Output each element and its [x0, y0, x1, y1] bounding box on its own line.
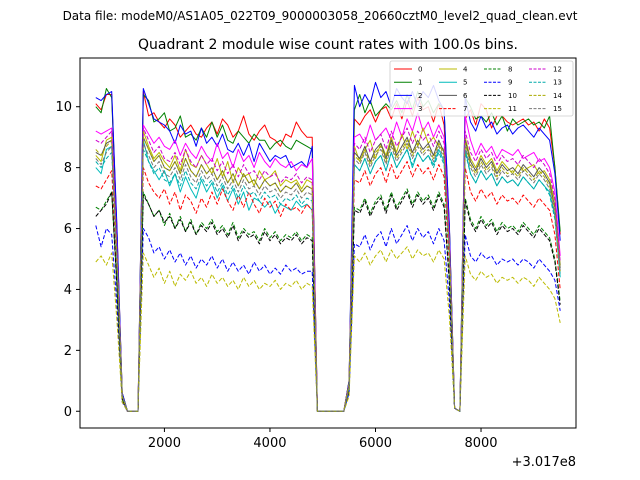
- legend-label-6: 6: [463, 92, 468, 100]
- y-tick-label: 10: [55, 100, 72, 115]
- axes-layer: 2000 4000 6000 8000 0 2 4 6 8 10: [55, 100, 497, 451]
- legend-label-11: 11: [508, 105, 517, 113]
- legend-label-0: 0: [418, 66, 422, 74]
- y-tick-label: 6: [64, 222, 72, 237]
- x-tick-label: 2000: [148, 436, 181, 451]
- y-tick-label: 0: [64, 405, 72, 420]
- legend-label-13: 13: [553, 79, 562, 87]
- legend-label-4: 4: [463, 66, 468, 74]
- x-tick-label: 6000: [359, 436, 392, 451]
- legend-label-14: 14: [553, 92, 562, 100]
- legend-label-15: 15: [553, 105, 562, 113]
- legend-label-2: 2: [418, 92, 422, 100]
- x-tick-label: 4000: [253, 436, 286, 451]
- legend-label-3: 3: [418, 105, 422, 113]
- series-line-8: [95, 188, 561, 412]
- x-tick-label: 8000: [464, 436, 497, 451]
- legend-label-12: 12: [553, 66, 562, 74]
- legend-label-7: 7: [463, 105, 467, 113]
- y-tick-label: 8: [64, 161, 72, 176]
- legend-label-10: 10: [508, 92, 517, 100]
- series-line-15: [95, 142, 561, 412]
- data-file-label: Data file: modeM0/AS1A05_022T09_90000030…: [63, 9, 578, 23]
- legend-label-9: 9: [508, 79, 512, 87]
- y-tick-label: 4: [64, 283, 72, 298]
- y-tick-label: 2: [64, 344, 72, 359]
- legend-label-5: 5: [463, 79, 467, 87]
- series-layer: [95, 81, 561, 412]
- legend-label-8: 8: [508, 66, 512, 74]
- chart-title: Quadrant 2 module wise count rates with …: [138, 37, 518, 53]
- legend-label-1: 1: [418, 79, 422, 87]
- plot-area: [80, 58, 576, 428]
- plot-frame: [79, 57, 577, 429]
- legend-box: [389, 60, 574, 117]
- x-offset-label: +3.017e8: [512, 455, 576, 470]
